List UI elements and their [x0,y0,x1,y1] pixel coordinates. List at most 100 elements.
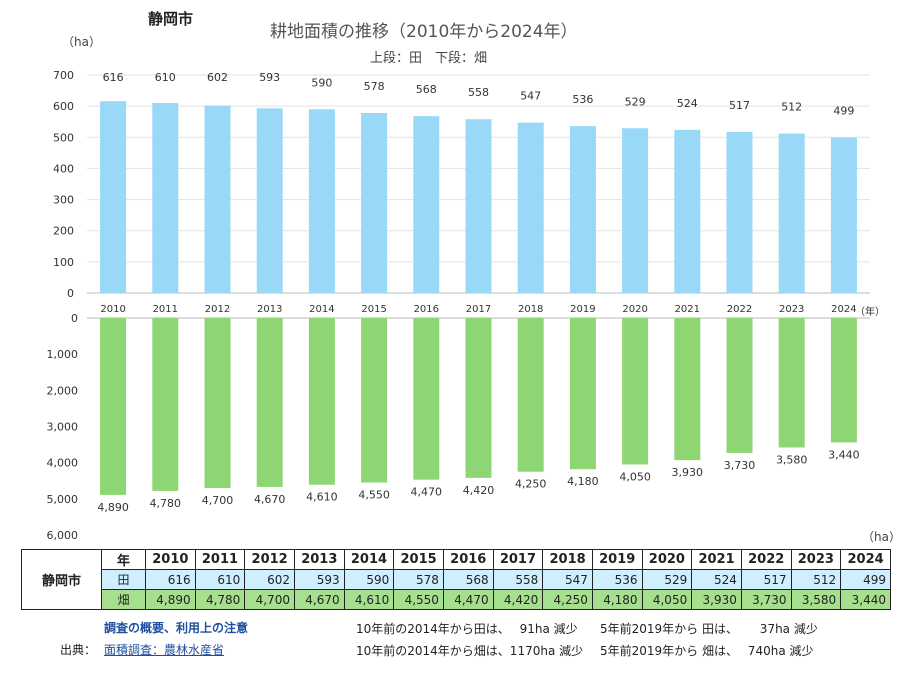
rice-bar [413,116,440,293]
rice-value-label: 590 [311,76,332,89]
rice-bar [622,128,649,293]
source-label: 出典： [60,643,97,657]
rice-y-tick: 700 [53,69,74,82]
year-tick-label: 2023 [779,304,804,315]
table-rice-cell: 616 [145,569,196,590]
rice-value-label: 593 [259,71,280,84]
field-value-label: 3,440 [828,448,860,461]
field-bar [204,318,231,488]
unit-label-top: （ha） [62,35,101,49]
table-field-cell: 4,780 [194,589,246,610]
note-rice-5y: 5年前2019年から 田は、 37ha 減少 [600,622,818,636]
table-year-cell: 2019 [591,549,643,570]
field-value-label: 4,610 [306,491,338,504]
year-tick-label: 2012 [205,304,230,315]
table-year-cell: 2016 [442,549,494,570]
field-value-label: 4,250 [515,478,547,491]
field-y-tick: 4,000 [47,457,79,470]
field-value-label: 4,780 [150,497,182,510]
field-value-label: 4,890 [97,501,129,514]
source-link[interactable]: 面積調査：農林水産省 [104,643,225,657]
year-tick-label: 2024 [831,304,856,315]
rice-bar [726,131,753,293]
table-rice-cell: 529 [641,569,693,590]
rice-bar [308,109,335,293]
data-table: 静岡市 年 2010 2011 2012 2013 2014 2015 2016 2017 20… [21,549,891,610]
rice-bar [830,137,857,293]
rice-value-label: 547 [520,90,541,103]
rice-bar [100,101,127,293]
table-field-cell: 3,440 [840,589,891,610]
rice-value-label: 529 [625,95,646,108]
rice-bar [465,119,492,293]
field-bar [674,318,701,461]
table-field-cell: 4,420 [492,589,544,610]
rice-bar [517,122,544,293]
year-tick-label: 2014 [309,304,334,315]
field-bar [361,318,388,483]
table-rice-cell: 593 [293,569,345,590]
field-bar [569,318,596,470]
year-tick-label: 2018 [518,304,543,315]
overview-link[interactable]: 調査の概要、利用上の注意 [104,621,249,635]
chart-title: 耕地面積の推移（2010年から2024年） [270,22,578,42]
year-tick-label: 2015 [361,304,386,315]
table-rice-cell: 610 [194,569,246,590]
table-field-cell: 4,470 [442,589,494,610]
table-year-cell: 2023 [790,549,842,570]
year-tick-labels: 2010 2011 2012 2013 2014 2015 2016 2017 2018 2019… [100,304,856,315]
table-year-cell: 2014 [343,549,395,570]
unit-label-bottom: （ha） [862,530,901,544]
city-name: 静岡市 [148,10,194,28]
table-rice-cell: 602 [244,569,295,590]
year-tick-label: 2022 [727,304,752,315]
table-year-cell: 2024 [840,549,891,570]
rice-y-tick: 500 [53,131,74,144]
field-value-label: 3,930 [672,466,704,479]
field-bar [100,318,127,495]
table-year-cell: 2010 [145,549,196,570]
rice-value-label: 512 [781,101,802,114]
note-rice-10y: 10年前の2014年から田は、 91ha 減少 [356,622,578,636]
table-year-cell: 2011 [194,549,246,570]
field-y-tick: 1,000 [47,348,79,361]
table-row-rice: 田 616 610 602 593 590 578 568 558 547 536 529 524 51… [22,569,891,590]
rice-y-axis: 0 100 200 300 400 500 600 700 [53,69,74,300]
field-bar [726,318,753,453]
table-field-cell: 4,700 [244,589,295,610]
rice-y-tick: 0 [67,287,74,300]
note-field-10y: 10年前の2014年から畑は、1170ha 減少 [356,644,584,658]
table-rice-cell: 578 [393,569,444,590]
rice-value-label: 616 [103,71,124,84]
field-bar [308,318,335,485]
rice-bar [569,126,596,294]
table-field-cell: 4,250 [542,589,593,610]
year-tick-label: 2011 [153,304,178,315]
table-field-cell: 4,550 [393,589,444,610]
table-year-cell: 2022 [740,549,792,570]
table-year-cell: 2017 [492,549,544,570]
table-rice-cell: 590 [343,569,395,590]
rice-value-label: 536 [572,93,593,106]
field-value-label: 4,550 [358,489,390,502]
table-field-label: 畑 [101,589,146,610]
rice-value-label: 602 [207,71,228,84]
field-bar [517,318,544,472]
table-rice-cell: 558 [492,569,544,590]
table-rice-cell: 517 [740,569,792,590]
table-field-cell: 3,580 [790,589,842,610]
rice-value-label: 610 [155,71,176,84]
rice-bar [204,105,231,294]
table-rice-cell: 512 [790,569,842,590]
rice-bar [152,103,179,294]
table-rice-cell: 568 [442,569,494,590]
field-y-tick: 6,000 [47,529,79,542]
field-value-label: 4,700 [202,494,234,507]
table-rice-cell: 536 [591,569,643,590]
rice-y-tick: 200 [53,225,74,238]
rice-y-tick: 300 [53,194,74,207]
table-field-cell: 4,180 [591,589,643,610]
table-year-cell: 2020 [641,549,693,570]
rice-bars [100,101,857,294]
rice-value-labels: 616 610 602 593 590 578 568 558 547 536 529 524 517 5… [103,71,855,118]
